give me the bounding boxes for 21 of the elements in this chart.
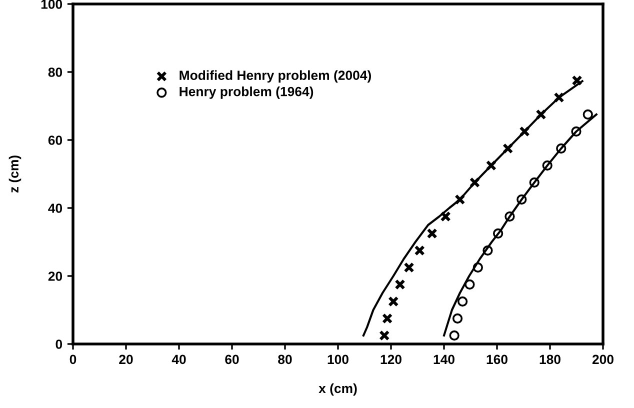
x-tick-label: 100 <box>328 354 348 364</box>
x-tick-label: 40 <box>172 354 186 364</box>
y-tick-label: 100 <box>41 0 62 9</box>
y-tick-label: 0 <box>56 340 62 349</box>
y-tick-label: 40 <box>48 204 62 213</box>
x-tick-label: 200 <box>592 354 614 364</box>
x-tick-label: 60 <box>225 354 239 364</box>
x-tick-label: 20 <box>119 354 133 364</box>
x-tick-label: 180 <box>540 354 560 364</box>
y-axis-title: z (cm) <box>8 156 22 193</box>
x-tick-label: 160 <box>486 354 508 364</box>
x-tick-label: 120 <box>380 354 402 364</box>
y-tick-label: 80 <box>48 68 62 77</box>
x-tick-label: 140 <box>434 354 454 364</box>
legend-label: Modified Henry problem (2004) <box>180 70 371 83</box>
x-tick-label: 80 <box>278 354 292 364</box>
y-tick-label: 60 <box>48 136 62 145</box>
legend-label: Henry problem (1964) <box>180 86 314 99</box>
x-tick-label: 0 <box>70 354 76 364</box>
y-tick-label: 20 <box>48 272 62 281</box>
x-axis-title: x (cm) <box>318 383 357 396</box>
